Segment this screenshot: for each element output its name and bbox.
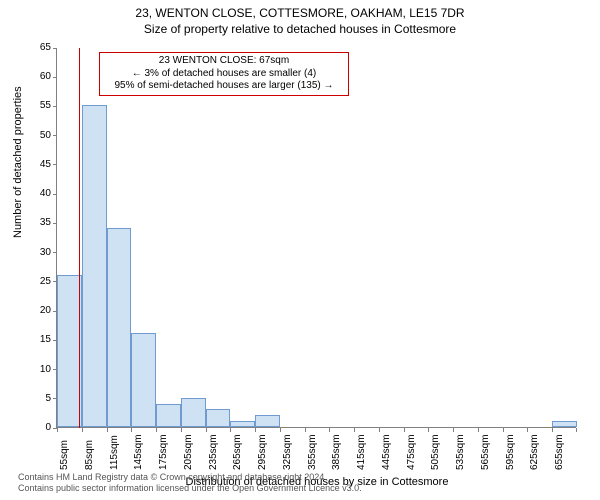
x-tick-label: 565sqm	[480, 434, 491, 470]
x-tick-mark	[230, 428, 231, 432]
histogram-bar	[230, 421, 255, 427]
title-line-1: 23, WENTON CLOSE, COTTESMORE, OAKHAM, LE…	[0, 6, 600, 22]
x-tick-label: 415sqm	[356, 434, 367, 470]
annotation-line: 95% of semi-detached houses are larger (…	[106, 80, 342, 93]
y-tick-label: 5	[27, 393, 51, 404]
y-tick-label: 10	[27, 364, 51, 375]
histogram-bar	[82, 105, 107, 427]
x-tick-mark	[305, 428, 306, 432]
chart-container: 0510152025303540455055606555sqm85sqm115s…	[56, 48, 576, 428]
y-tick-label: 40	[27, 188, 51, 199]
x-tick-mark	[131, 428, 132, 432]
histogram-bar	[156, 404, 181, 427]
x-tick-label: 535sqm	[455, 434, 466, 470]
x-tick-mark	[280, 428, 281, 432]
x-tick-label: 625sqm	[529, 434, 540, 470]
plot-area: 0510152025303540455055606555sqm85sqm115s…	[56, 48, 576, 428]
x-tick-label: 115sqm	[109, 435, 120, 470]
x-tick-mark	[82, 428, 83, 432]
y-tick-mark	[53, 223, 57, 224]
histogram-bar	[206, 409, 231, 427]
y-tick-mark	[53, 194, 57, 195]
x-tick-mark	[404, 428, 405, 432]
x-tick-mark	[503, 428, 504, 432]
x-tick-label: 145sqm	[133, 434, 144, 470]
y-tick-mark	[53, 48, 57, 49]
histogram-bar	[57, 275, 82, 427]
footer-line-2: Contains public sector information licen…	[18, 483, 362, 494]
y-tick-mark	[53, 106, 57, 107]
x-tick-mark	[206, 428, 207, 432]
y-tick-label: 65	[27, 42, 51, 53]
y-tick-label: 35	[27, 217, 51, 228]
x-tick-mark	[428, 428, 429, 432]
y-tick-mark	[53, 252, 57, 253]
y-tick-label: 60	[27, 71, 51, 82]
x-tick-label: 325sqm	[282, 434, 293, 470]
y-tick-mark	[53, 135, 57, 136]
x-tick-label: 445sqm	[381, 434, 392, 470]
y-tick-label: 50	[27, 130, 51, 141]
footer-attribution: Contains HM Land Registry data © Crown c…	[18, 472, 362, 494]
x-tick-label: 205sqm	[183, 434, 194, 470]
annotation-line: ← 3% of detached houses are smaller (4)	[106, 68, 342, 81]
x-tick-label: 355sqm	[307, 434, 318, 470]
x-tick-label: 85sqm	[84, 440, 95, 470]
x-tick-mark	[181, 428, 182, 432]
x-tick-mark	[379, 428, 380, 432]
y-tick-label: 45	[27, 159, 51, 170]
y-tick-label: 0	[27, 422, 51, 433]
chart-title: 23, WENTON CLOSE, COTTESMORE, OAKHAM, LE…	[0, 0, 600, 37]
x-tick-label: 655sqm	[554, 434, 565, 470]
x-tick-mark	[57, 428, 58, 432]
x-tick-mark	[552, 428, 553, 432]
histogram-bar	[552, 421, 577, 427]
x-tick-label: 265sqm	[232, 434, 243, 470]
y-tick-label: 25	[27, 276, 51, 287]
y-tick-label: 15	[27, 334, 51, 345]
y-tick-mark	[53, 164, 57, 165]
y-tick-mark	[53, 77, 57, 78]
x-tick-mark	[576, 428, 577, 432]
x-tick-label: 475sqm	[406, 434, 417, 470]
annotation-line: 23 WENTON CLOSE: 67sqm	[106, 55, 342, 68]
histogram-bar	[131, 333, 156, 427]
x-tick-mark	[453, 428, 454, 432]
footer-line-1: Contains HM Land Registry data © Crown c…	[18, 472, 362, 483]
x-tick-mark	[156, 428, 157, 432]
histogram-bar	[181, 398, 206, 427]
x-tick-label: 235sqm	[208, 434, 219, 470]
y-axis-label: Number of detached properties	[12, 86, 24, 238]
marker-line	[79, 48, 80, 428]
x-tick-mark	[527, 428, 528, 432]
x-tick-label: 175sqm	[158, 434, 169, 470]
x-tick-label: 505sqm	[430, 434, 441, 470]
y-tick-label: 20	[27, 305, 51, 316]
y-tick-label: 55	[27, 100, 51, 111]
x-tick-mark	[329, 428, 330, 432]
y-tick-label: 30	[27, 247, 51, 258]
annotation-box: 23 WENTON CLOSE: 67sqm← 3% of detached h…	[99, 52, 349, 96]
x-tick-label: 55sqm	[59, 440, 70, 470]
x-tick-label: 295sqm	[257, 434, 268, 470]
x-tick-label: 385sqm	[331, 434, 342, 470]
x-tick-label: 595sqm	[505, 434, 516, 470]
histogram-bar	[255, 415, 280, 427]
x-tick-mark	[478, 428, 479, 432]
x-tick-mark	[354, 428, 355, 432]
x-tick-mark	[255, 428, 256, 432]
histogram-bar	[107, 228, 132, 427]
x-tick-mark	[107, 428, 108, 432]
title-line-2: Size of property relative to detached ho…	[0, 22, 600, 38]
